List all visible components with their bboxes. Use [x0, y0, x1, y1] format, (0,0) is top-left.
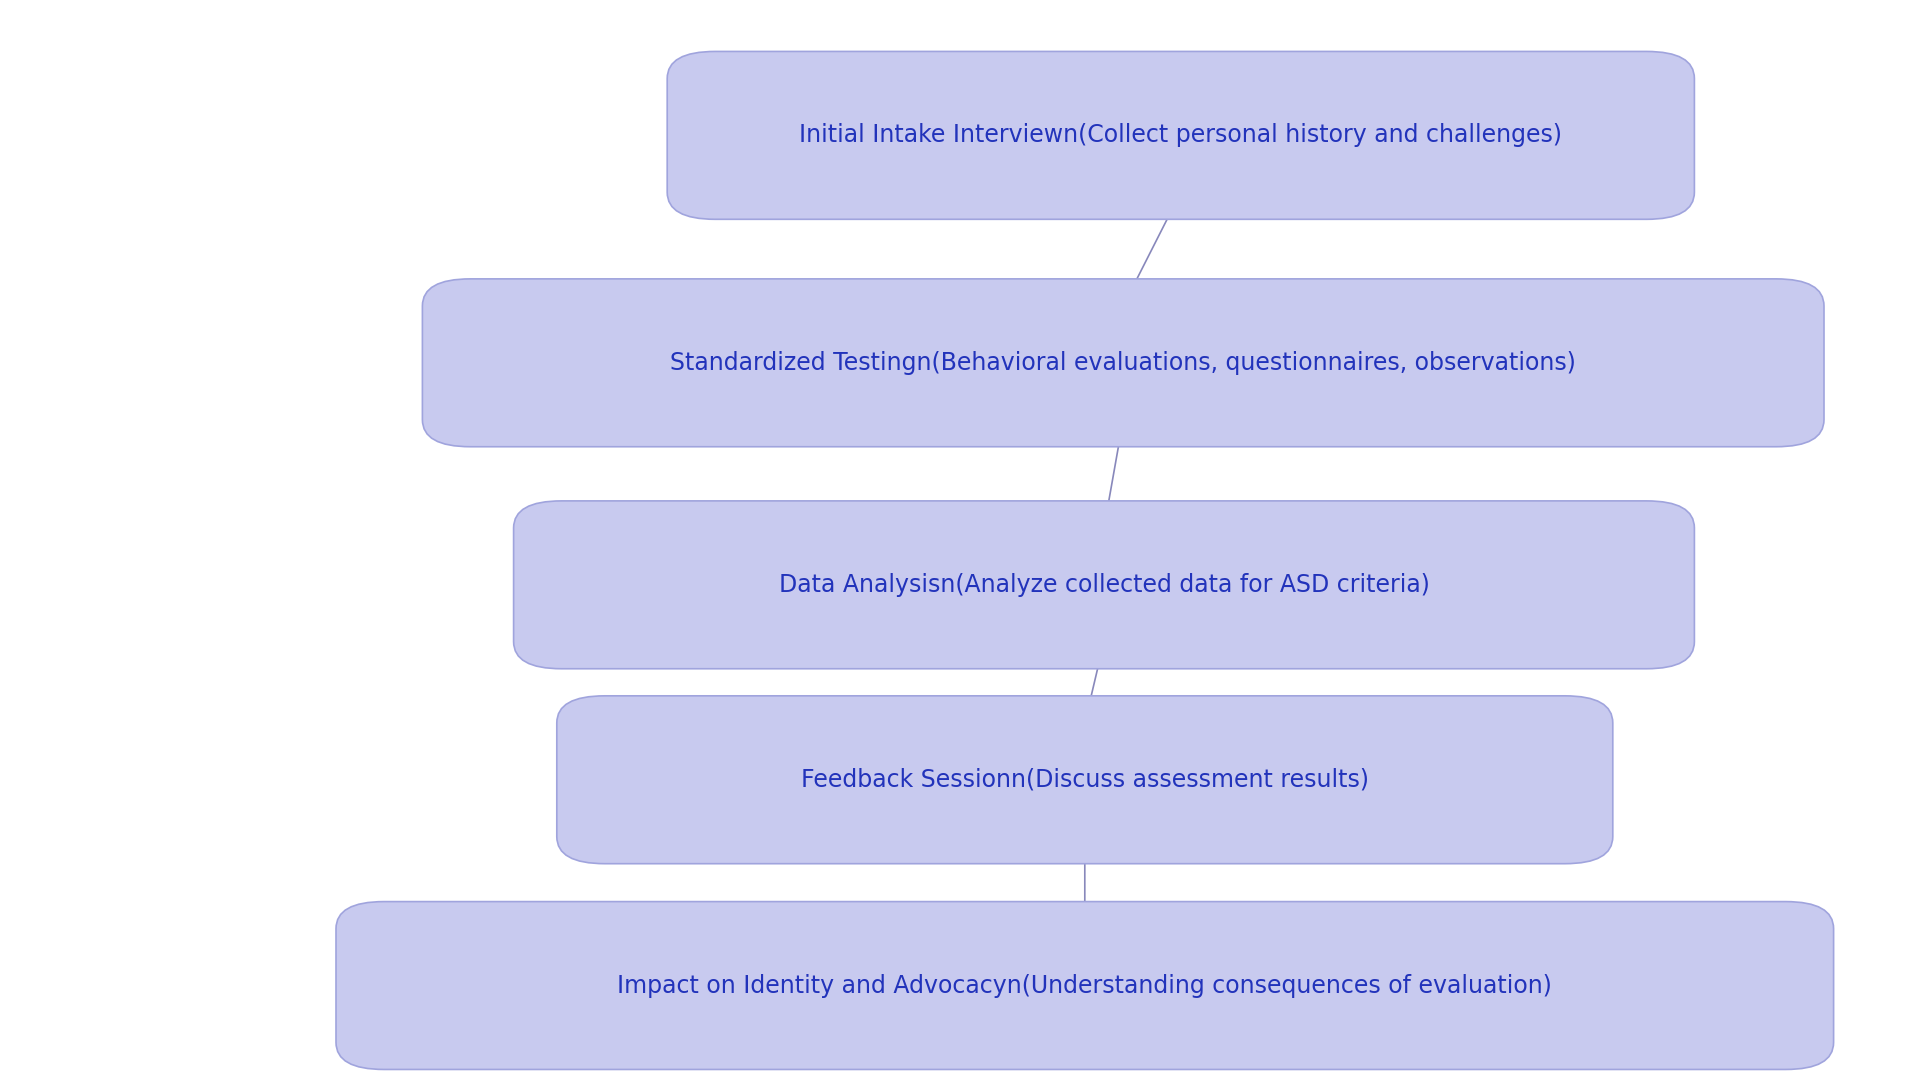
FancyBboxPatch shape: [422, 278, 1824, 446]
FancyBboxPatch shape: [557, 695, 1613, 864]
FancyBboxPatch shape: [336, 901, 1834, 1070]
Text: Impact on Identity and Advocacyn(Understanding consequences of evaluation): Impact on Identity and Advocacyn(Underst…: [618, 974, 1551, 997]
FancyBboxPatch shape: [668, 51, 1695, 219]
Text: Initial Intake Interviewn(Collect personal history and challenges): Initial Intake Interviewn(Collect person…: [799, 123, 1563, 147]
Text: Feedback Sessionn(Discuss assessment results): Feedback Sessionn(Discuss assessment res…: [801, 768, 1369, 792]
FancyBboxPatch shape: [513, 500, 1693, 668]
Text: Standardized Testingn(Behavioral evaluations, questionnaires, observations): Standardized Testingn(Behavioral evaluat…: [670, 351, 1576, 375]
Text: Data Analysisn(Analyze collected data for ASD criteria): Data Analysisn(Analyze collected data fo…: [780, 573, 1428, 597]
